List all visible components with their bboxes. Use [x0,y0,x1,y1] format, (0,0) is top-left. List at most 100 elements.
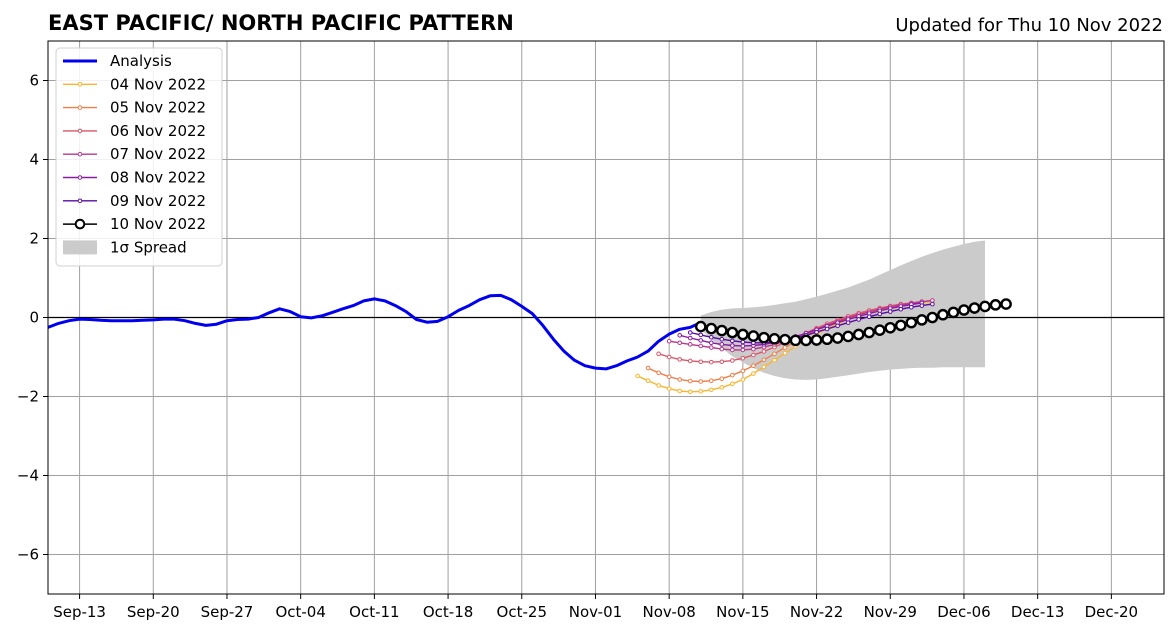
x-tick-label: Nov-08 [642,603,695,621]
legend-item-05-nov-2022: 05 Nov 2022 [63,99,206,117]
series-10-nov-2022-point [852,328,865,341]
series-04-nov-2022-point [645,378,651,384]
series-07-nov-2022-point [687,342,693,347]
chart-title: EAST PACIFIC/ NORTH PACIFIC PATTERN [48,11,514,35]
series-06-nov-2022-point [761,349,767,354]
x-tick-label: Oct-11 [349,603,399,621]
series-10-nov-2022-point [705,322,718,335]
legend-marker [77,128,83,134]
series-08-nov-2022-point [730,343,735,348]
series-07-nov-2022-point [666,338,672,344]
series-04-nov-2022-point [687,389,693,395]
series-06-nov-2022-point [740,355,746,361]
series-10-nov-2022-point [747,330,760,342]
legend-item-04-nov-2022: 04 Nov 2022 [63,75,206,93]
series-06-nov-2022-point [687,358,693,364]
series-05-nov-2022-point [782,345,788,350]
series-10-nov-2022-point [810,334,823,346]
legend-item-06-nov-2022: 06 Nov 2022 [63,122,206,140]
series-08-nov-2022-point [719,342,725,347]
series-04-nov-2022-point [666,386,672,391]
series-08-nov-2022-point [698,338,704,343]
series-09-nov-2022-point [887,309,893,314]
legend-label: 1σ Spread [110,238,187,256]
legend-swatch [63,240,97,255]
series-10-nov-2022-point [916,314,928,326]
series-09-nov-2022-point [877,311,883,317]
legend-marker [77,82,83,87]
series-05-nov-2022-point [645,365,651,371]
legend-item-1-spread: 1σ Spread [63,238,187,256]
x-tick-label: Dec-06 [937,603,991,621]
series-10-nov-2022-point [873,324,886,336]
series-09-nov-2022-point [898,306,904,312]
series-09-nov-2022-point [845,320,851,325]
x-tick-label: Nov-15 [716,603,769,621]
legend-label: 09 Nov 2022 [110,192,206,210]
series-07-nov-2022-point [677,340,682,346]
series-06-nov-2022-point [719,359,725,365]
series-10-nov-2022-point [937,308,949,321]
series-05-nov-2022-point [677,377,682,382]
series-09-nov-2022-point [909,304,914,310]
series-04-nov-2022-point [656,383,661,388]
legend-label: 04 Nov 2022 [110,75,206,93]
y-tick-label: 4 [29,151,39,169]
x-tick-label: Nov-01 [569,603,622,621]
series-10-nov-2022 [694,298,1012,347]
x-tick-label: Nov-29 [864,603,917,621]
series-05-nov-2022-point [761,357,767,363]
series-06-nov-2022-point [656,351,661,357]
series-10-nov-2022-point [926,311,939,324]
series-05-nov-2022-point [772,351,777,357]
x-tick-label: Oct-18 [423,603,473,621]
series-09-nov-2022-point [824,326,830,332]
x-tick-label: Oct-25 [497,603,547,621]
series-08-nov-2022-point [708,340,714,346]
series-08-nov-2022-point [687,335,693,341]
series-10-nov-2022-point [821,333,833,346]
x-tick-label: Sep-13 [53,603,106,621]
legend-item-07-nov-2022: 07 Nov 2022 [63,145,206,163]
series-09-nov-2022-point [919,303,925,308]
series-10-nov-2022-point [800,334,812,347]
y-axis: −6 −4 −2 0 2 4 6 [17,72,48,564]
series-07-nov-2022-point [708,345,714,350]
series-06-nov-2022-point [730,358,735,363]
legend-label: 06 Nov 2022 [110,122,206,140]
series-09-nov-2022-point [719,336,725,342]
series-10-nov-2022-point [768,333,781,345]
legend-item-10-nov-2022: 10 Nov 2022 [63,215,206,233]
y-tick-label: 6 [29,72,39,90]
series-04-nov-2022-point [677,388,682,394]
series-07-nov-2022-point [730,347,735,353]
series-09-nov-2022-point [708,334,714,340]
series-10-nov-2022-point [789,334,802,347]
series-08-nov-2022-point [677,332,682,338]
y-tick-label: 2 [29,230,39,248]
series-04-nov-2022-point [761,364,767,370]
legend-marker [74,218,86,230]
y-tick-label: −2 [17,388,39,406]
legend-marker [77,105,83,110]
series-10-nov-2022-point [694,320,707,333]
y-tick-label: −6 [17,546,39,564]
series-05-nov-2022-point [740,368,746,374]
series-10-nov-2022-point [716,324,728,337]
series-07-nov-2022-point [698,343,704,349]
series-06-nov-2022-point [666,354,672,360]
series-05-nov-2022-point [687,378,693,384]
legend-label: 10 Nov 2022 [110,215,206,233]
series-10-nov-2022-point [726,326,739,339]
series-04-nov-2022-point [782,350,788,356]
legend-label: 08 Nov 2022 [110,169,206,187]
x-axis: Sep-13 Sep-20 Sep-27 Oct-04 Oct-11 Oct-18 Oct-… [53,594,1138,621]
series-05-nov-2022-point [656,370,661,376]
series-04-nov-2022-point [698,389,704,394]
legend-item-08-nov-2022: 08 Nov 2022 [63,169,206,187]
x-tick-label: Dec-20 [1085,603,1139,621]
legend-item-analysis: Analysis [63,52,172,70]
series-05-nov-2022-point [708,378,714,384]
series-05-nov-2022-point [698,379,704,384]
